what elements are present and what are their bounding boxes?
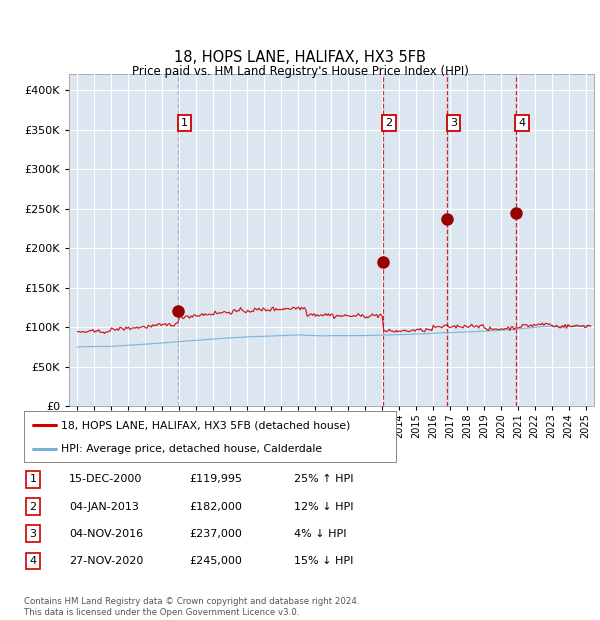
Text: 4% ↓ HPI: 4% ↓ HPI	[294, 529, 347, 539]
Text: 15-DEC-2000: 15-DEC-2000	[69, 474, 142, 484]
Text: HPI: Average price, detached house, Calderdale: HPI: Average price, detached house, Cald…	[61, 444, 322, 454]
Text: 27-NOV-2020: 27-NOV-2020	[69, 556, 143, 566]
Text: 1: 1	[29, 474, 37, 484]
Text: 18, HOPS LANE, HALIFAX, HX3 5FB: 18, HOPS LANE, HALIFAX, HX3 5FB	[174, 50, 426, 65]
Text: 25% ↑ HPI: 25% ↑ HPI	[294, 474, 353, 484]
Text: £237,000: £237,000	[189, 529, 242, 539]
Text: 04-NOV-2016: 04-NOV-2016	[69, 529, 143, 539]
Text: 3: 3	[450, 118, 457, 128]
Text: 2: 2	[385, 118, 392, 128]
Text: 4: 4	[519, 118, 526, 128]
Text: 04-JAN-2013: 04-JAN-2013	[69, 502, 139, 512]
Text: £119,995: £119,995	[189, 474, 242, 484]
Text: £182,000: £182,000	[189, 502, 242, 512]
Text: 4: 4	[29, 556, 37, 566]
Text: 1: 1	[181, 118, 188, 128]
Text: 2: 2	[29, 502, 37, 512]
Text: 15% ↓ HPI: 15% ↓ HPI	[294, 556, 353, 566]
Text: £245,000: £245,000	[189, 556, 242, 566]
Text: 12% ↓ HPI: 12% ↓ HPI	[294, 502, 353, 512]
Text: 3: 3	[29, 529, 37, 539]
Text: 18, HOPS LANE, HALIFAX, HX3 5FB (detached house): 18, HOPS LANE, HALIFAX, HX3 5FB (detache…	[61, 420, 350, 430]
Text: Contains HM Land Registry data © Crown copyright and database right 2024.
This d: Contains HM Land Registry data © Crown c…	[24, 598, 359, 617]
Text: Price paid vs. HM Land Registry's House Price Index (HPI): Price paid vs. HM Land Registry's House …	[131, 64, 469, 78]
